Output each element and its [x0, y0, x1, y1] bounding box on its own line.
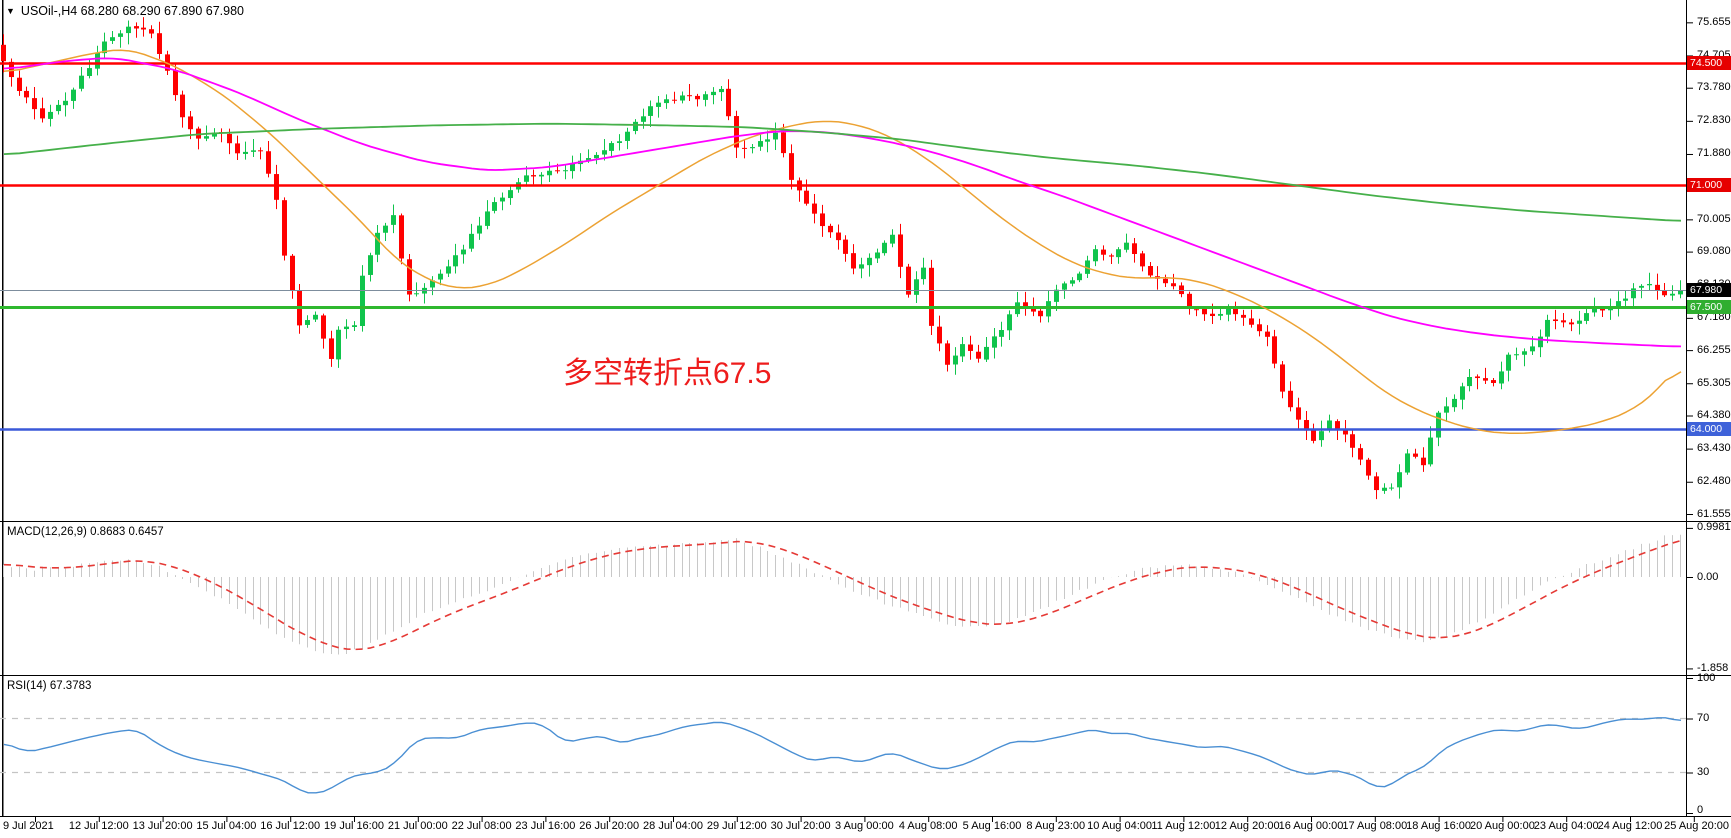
- macd-tick-label: 0.9981: [1697, 521, 1731, 534]
- price-tick-label: 67.180: [1697, 311, 1731, 324]
- time-tick-label: 20 Aug 00:00: [1469, 820, 1535, 832]
- price-tick-label: 64.380: [1697, 408, 1731, 421]
- time-tick-label: 22 Jul 08:00: [451, 820, 512, 832]
- time-tick-label: 10 Aug 04:00: [1087, 820, 1153, 832]
- macd-tick-label: -1.858: [1697, 661, 1729, 674]
- time-tick-label: 12 Aug 20:00: [1214, 820, 1280, 832]
- price-tick-label: 75.655: [1697, 15, 1731, 28]
- time-tick-label: 5 Aug 16:00: [962, 820, 1022, 832]
- time-tick-label: 13 Jul 20:00: [132, 820, 193, 832]
- price-tick-label: 66.255: [1697, 343, 1731, 356]
- price-tick-label: 61.555: [1697, 507, 1731, 520]
- time-tick-label: 16 Jul 12:00: [260, 820, 321, 832]
- time-tick-label: 19 Jul 16:00: [324, 820, 384, 832]
- time-tick-label: 4 Aug 08:00: [898, 820, 958, 832]
- macd-indicator-label: MACD(12,26,9) 0.8683 0.6457: [7, 526, 164, 538]
- price-tick-label: 70.005: [1697, 212, 1731, 225]
- panel-separator-rsi-timeaxis[interactable]: [0, 814, 1731, 819]
- rsi-tick-label: 70: [1697, 712, 1710, 724]
- rsi-indicator-label: RSI(14) 67.3783: [7, 680, 92, 692]
- panel-separator-main-macd[interactable]: [0, 519, 1731, 524]
- price-tick-label: 65.305: [1697, 376, 1731, 389]
- time-tick-label: 30 Jul 20:00: [770, 820, 831, 832]
- price-tick-label: 73.780: [1697, 81, 1731, 94]
- price-tick-label: 69.080: [1697, 245, 1731, 258]
- time-tick-label: 16 Aug 00:00: [1278, 820, 1344, 832]
- time-tick-label: 26 Jul 20:00: [579, 820, 640, 832]
- price-tick-label: 71.880: [1697, 147, 1731, 160]
- price-line-badge: 64.000: [1687, 421, 1731, 436]
- rsi-tick-label: 0: [1697, 803, 1704, 816]
- time-tick-label: 21 Jul 00:00: [387, 820, 448, 832]
- time-tick-label: 9 Jul 2021: [3, 820, 54, 832]
- time-tick-label: 17 Aug 08:00: [1342, 820, 1408, 832]
- time-tick-label: 23 Aug 04:00: [1533, 820, 1599, 832]
- rsi-tick-label: 30: [1697, 766, 1710, 778]
- rsi-tick-label: 100: [1697, 671, 1716, 684]
- macd-tick-label: 0.00: [1697, 570, 1719, 583]
- time-tick-label: 23 Jul 16:00: [515, 820, 576, 832]
- symbol-ohlc-title: USOil-,H4 68.280 68.290 67.890 67.980: [20, 4, 244, 18]
- price-tick-label: 62.480: [1697, 475, 1731, 488]
- time-tick-label: 29 Jul 12:00: [706, 820, 767, 832]
- price-line-badge: 74.500: [1687, 55, 1731, 70]
- price-line-badge: 71.000: [1687, 177, 1731, 192]
- price-tick-label: 72.830: [1697, 114, 1731, 127]
- time-tick-label: 8 Aug 23:00: [1026, 820, 1086, 832]
- time-tick-label: 25 Aug 20:00: [1664, 820, 1729, 832]
- symbol-dropdown-icon[interactable]: ▼: [6, 5, 15, 16]
- time-tick-label: 15 Jul 04:00: [196, 820, 257, 832]
- time-tick-label: 28 Jul 04:00: [643, 820, 703, 832]
- time-tick-label: 3 Aug 00:00: [835, 820, 894, 832]
- price-line-badge: 67.500: [1687, 299, 1731, 314]
- price-tick-label: 63.430: [1697, 442, 1731, 455]
- price-line-badge: 67.980: [1687, 282, 1731, 297]
- time-tick-label: 24 Aug 12:00: [1597, 820, 1663, 832]
- panel-separator-macd-rsi[interactable]: [0, 673, 1731, 678]
- chart-text-annotation[interactable]: 多空转折点67.5: [563, 357, 772, 390]
- time-tick-label: 12 Jul 12:00: [68, 820, 129, 832]
- chart-title-bar: ▼ USOil-,H4 68.280 68.290 67.890 67.980: [6, 3, 244, 19]
- time-tick-label: 11 Aug 12:00: [1151, 820, 1216, 832]
- time-tick-label: 18 Aug 16:00: [1406, 820, 1472, 832]
